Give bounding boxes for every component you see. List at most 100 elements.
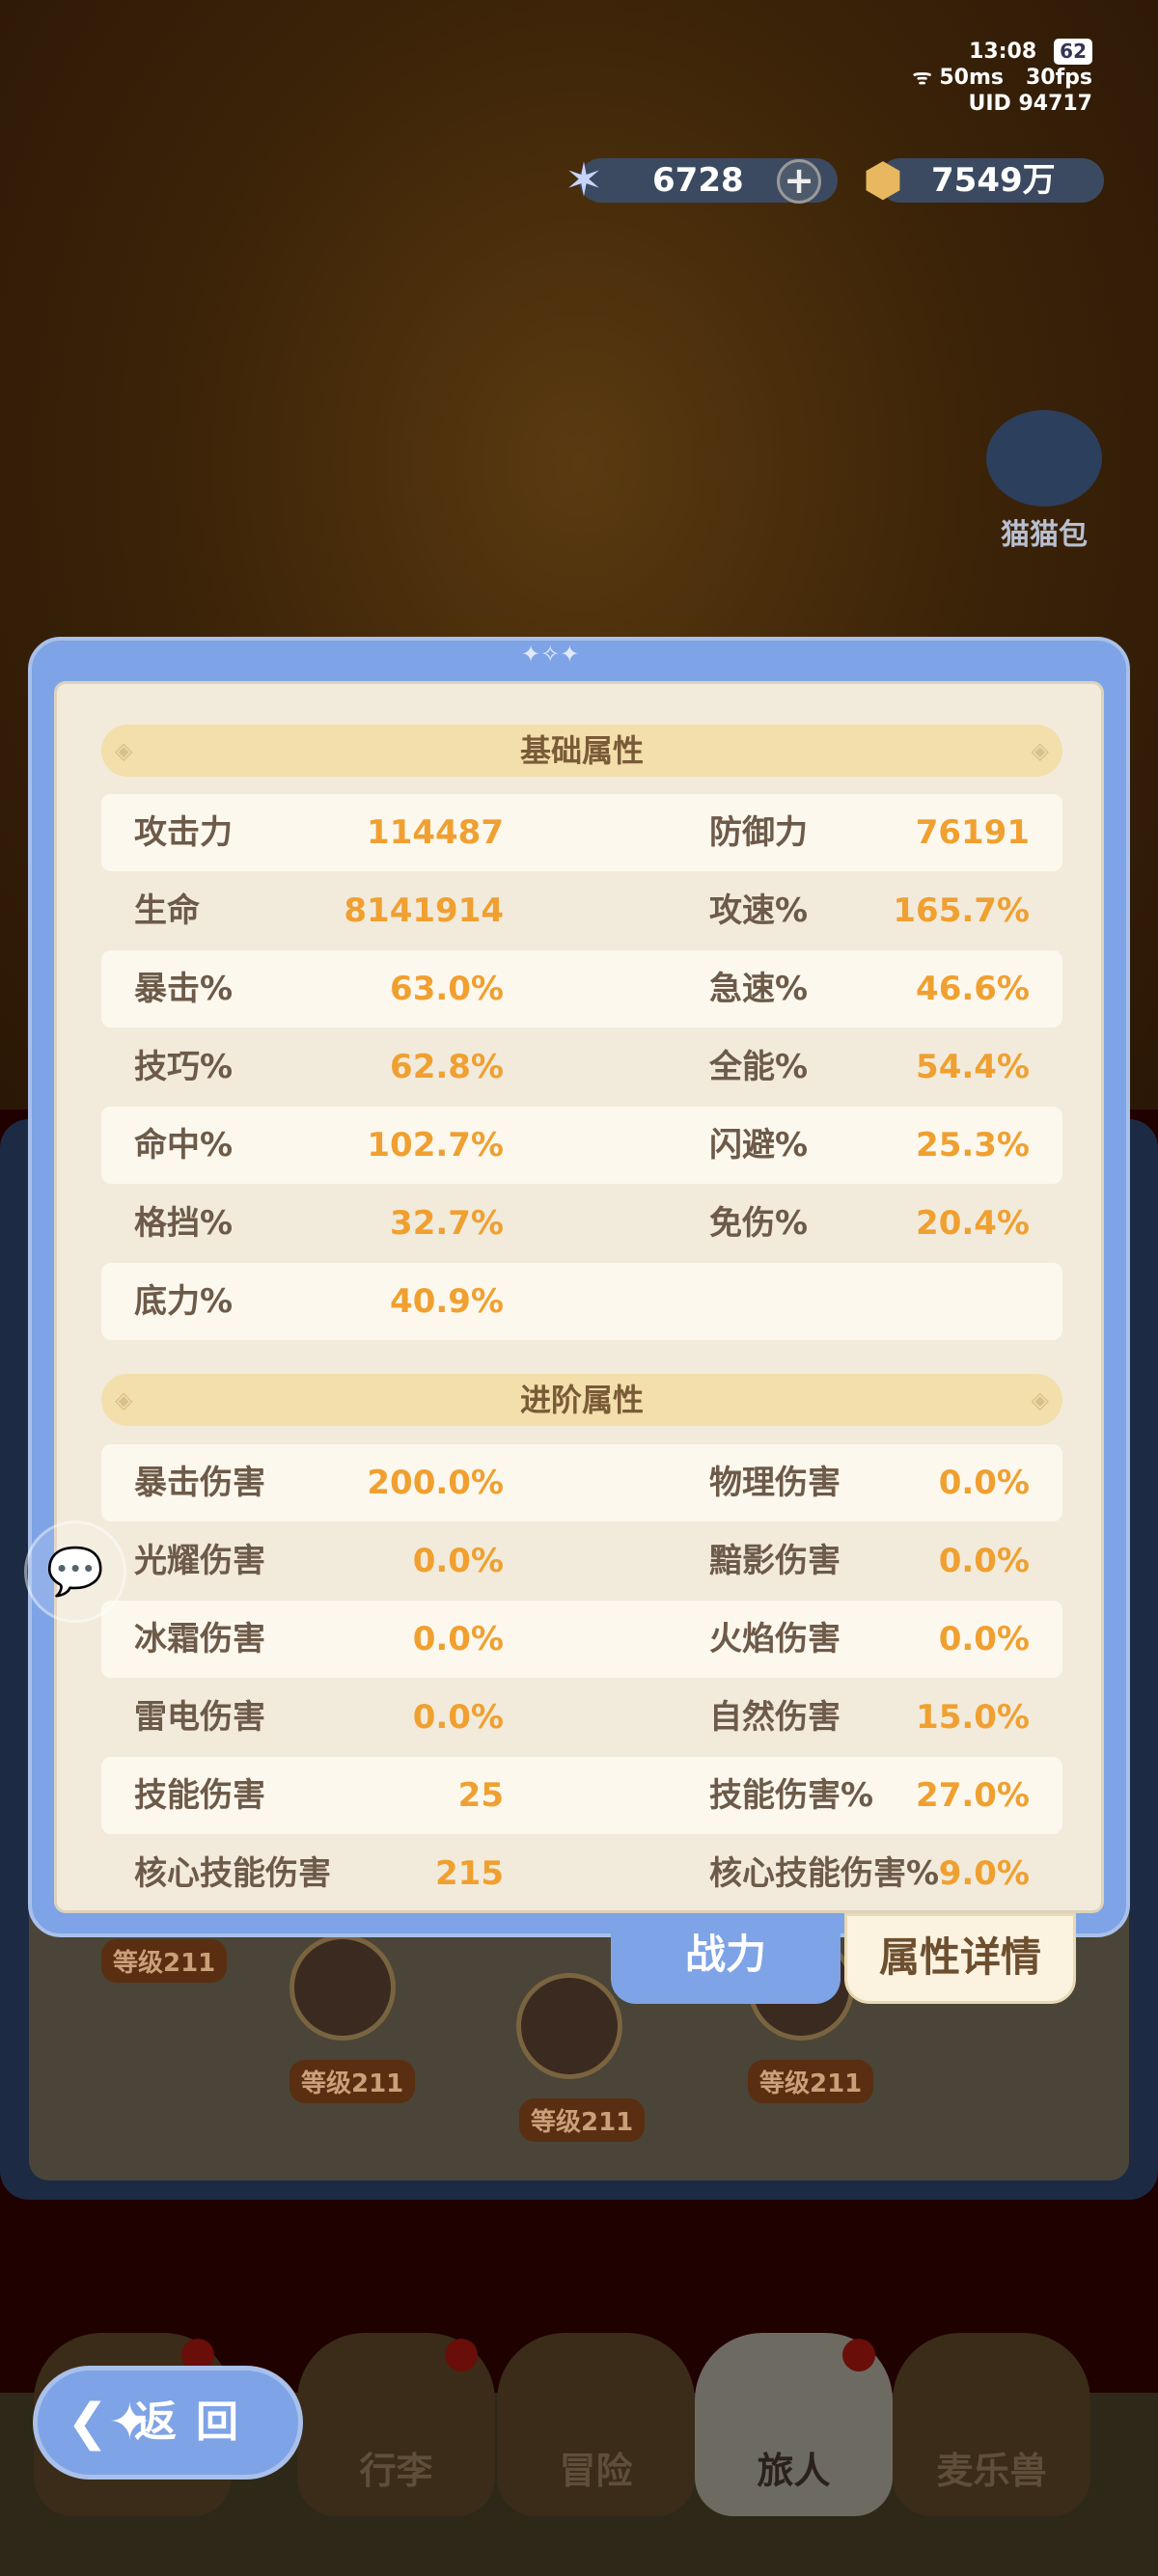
status-overlay: 13:08 62 ᯤ 50ms 30fps UID 94717	[913, 39, 1092, 117]
back-button[interactable]: ❮✦ 返回	[33, 2366, 303, 2480]
fps: 30fps	[1025, 66, 1092, 90]
attribute-label: 闪避%	[709, 1126, 809, 1165]
attribute-value: 165.7%	[893, 891, 1030, 930]
attribute-value: 76191	[915, 813, 1030, 852]
attribute-label: 物理伤害	[709, 1464, 841, 1502]
notification-dot	[842, 2339, 875, 2371]
add-crystal-button[interactable]: +	[777, 159, 821, 204]
level-badge: 等级211	[101, 1939, 228, 1983]
attribute-label: 急速%	[709, 970, 809, 1008]
attribute-value: 8141914	[344, 891, 504, 930]
nav-item-luggage[interactable]: 行李	[297, 2333, 495, 2516]
attribute-value: 25	[457, 1776, 504, 1815]
section-title: 基础属性	[519, 732, 644, 769]
attribute-value: 0.0%	[938, 1464, 1030, 1502]
attribute-value: 0.0%	[412, 1698, 504, 1737]
section-header-basic: ◈ 基础属性 ◈	[101, 725, 1062, 777]
attribute-value: 40.9%	[390, 1282, 504, 1321]
level-badge: 等级211	[748, 2060, 874, 2103]
section-header-advanced: ◈ 进阶属性 ◈	[101, 1374, 1062, 1426]
attribute-label: 技巧%	[134, 1048, 234, 1086]
tab-power[interactable]: 战力	[611, 1913, 841, 2004]
attribute-label: 防御力	[709, 813, 808, 852]
attribute-row: 光耀伤害 0.0% 黯影伤害 0.0%	[101, 1522, 1062, 1600]
chat-button[interactable]: 💬	[24, 1521, 126, 1623]
attribute-label: 技能伤害%	[709, 1776, 874, 1815]
attribute-label: 格挡%	[134, 1204, 234, 1243]
attribute-value: 215	[435, 1854, 504, 1893]
attribute-row: 命中% 102.7% 闪避% 25.3%	[101, 1107, 1062, 1184]
attribute-label: 自然伤害	[709, 1698, 841, 1737]
attribute-value: 54.4%	[916, 1048, 1030, 1086]
attribute-value: 0.0%	[412, 1542, 504, 1580]
attribute-value: 9.0%	[938, 1854, 1030, 1893]
crystal-star-icon: ✶	[564, 153, 604, 207]
attribute-label: 攻击力	[134, 813, 233, 852]
cat-bag-icon	[986, 410, 1102, 507]
gold-coin-icon: ⬢	[863, 153, 903, 207]
attribute-value: 46.6%	[916, 970, 1030, 1008]
attribute-row: 生命 8141914 攻速% 165.7%	[101, 872, 1062, 949]
nav-item-traveler[interactable]: 旅人	[695, 2333, 893, 2516]
attribute-label: 攻速%	[709, 891, 809, 930]
attribute-label: 雷电伤害	[134, 1698, 265, 1737]
nav-label: 旅人	[757, 2450, 831, 2492]
attribute-row: 格挡% 32.7% 免伤% 20.4%	[101, 1185, 1062, 1262]
nav-label: 冒险	[559, 2450, 633, 2492]
nav-label: 麦乐兽	[936, 2450, 1047, 2492]
chat-bubble-icon: 💬	[46, 1545, 104, 1599]
attribute-value: 62.8%	[390, 1048, 504, 1086]
nav-item-adventure[interactable]: 冒险	[497, 2333, 695, 2516]
uid: UID 94717	[968, 92, 1092, 116]
coin-amount: 7549万	[931, 161, 1056, 200]
attribute-label: 核心技能伤害%	[709, 1854, 940, 1893]
attribute-value: 20.4%	[916, 1204, 1030, 1243]
attribute-label: 命中%	[134, 1126, 234, 1165]
attribute-label: 技能伤害	[134, 1776, 265, 1815]
ping: 50ms	[939, 66, 1004, 90]
battery-indicator: 62	[1054, 39, 1092, 65]
attribute-row: 技能伤害 25 技能伤害% 27.0%	[101, 1757, 1062, 1834]
attribute-value: 102.7%	[367, 1126, 504, 1165]
notification-dot	[445, 2339, 478, 2371]
attribute-row: 冰霜伤害 0.0% 火焰伤害 0.0%	[101, 1601, 1062, 1678]
attribute-row: 暴击% 63.0% 急速% 46.6%	[101, 950, 1062, 1028]
attribute-label: 全能%	[709, 1048, 809, 1086]
attribute-label: 生命	[134, 891, 200, 930]
attribute-value: 25.3%	[916, 1126, 1030, 1165]
attribute-row: 核心技能伤害 215 核心技能伤害% 9.0%	[101, 1835, 1062, 1910]
attribute-row: 底力% 40.9%	[101, 1263, 1062, 1340]
skill-orb[interactable]	[516, 1973, 622, 2079]
attribute-label: 底力%	[134, 1282, 234, 1321]
attribute-row: 技巧% 62.8% 全能% 54.4%	[101, 1028, 1062, 1106]
cat-bag-button[interactable]: 猫猫包	[984, 410, 1104, 553]
attribute-value: 0.0%	[412, 1620, 504, 1658]
coin-counter: ⬢ 7549万	[863, 153, 1104, 207]
attribute-value: 15.0%	[916, 1698, 1030, 1737]
wifi-icon: ᯤ	[912, 66, 940, 90]
attribute-value: 27.0%	[916, 1776, 1030, 1815]
nav-label: 行李	[359, 2450, 433, 2492]
tab-attribute-details[interactable]: 属性详情	[844, 1913, 1076, 2004]
attribute-row: 雷电伤害 0.0% 自然伤害 15.0%	[101, 1679, 1062, 1756]
crystal-amount: 6728	[652, 161, 744, 200]
attribute-label: 免伤%	[709, 1204, 809, 1243]
clock: 13:08	[969, 40, 1037, 64]
attribute-row: 攻击力 114487 防御力 76191	[101, 794, 1062, 871]
level-badge: 等级211	[519, 2098, 646, 2142]
attribute-value: 63.0%	[390, 970, 504, 1008]
attribute-row: 暴击伤害 200.0% 物理伤害 0.0%	[101, 1444, 1062, 1521]
back-arrow-icon: ❮✦	[67, 2394, 152, 2452]
panel-ornament: ✦✧✦	[521, 641, 580, 668]
attribute-label: 暴击伤害	[134, 1464, 265, 1502]
attribute-label: 火焰伤害	[709, 1620, 841, 1658]
nav-item-pet[interactable]: 麦乐兽	[893, 2333, 1090, 2516]
skill-orb[interactable]	[290, 1934, 396, 2041]
attributes-content[interactable]: ◈ 基础属性 ◈ 攻击力 114487 防御力 76191 生命 8141914 攻速% 165.…	[54, 681, 1104, 1913]
attribute-label: 核心技能伤害	[134, 1854, 331, 1893]
cat-bag-label: 猫猫包	[1001, 518, 1088, 552]
attribute-value: 200.0%	[367, 1464, 504, 1502]
back-label: 返回	[134, 2398, 258, 2447]
attribute-value: 0.0%	[938, 1620, 1030, 1658]
attribute-value: 114487	[367, 813, 504, 852]
